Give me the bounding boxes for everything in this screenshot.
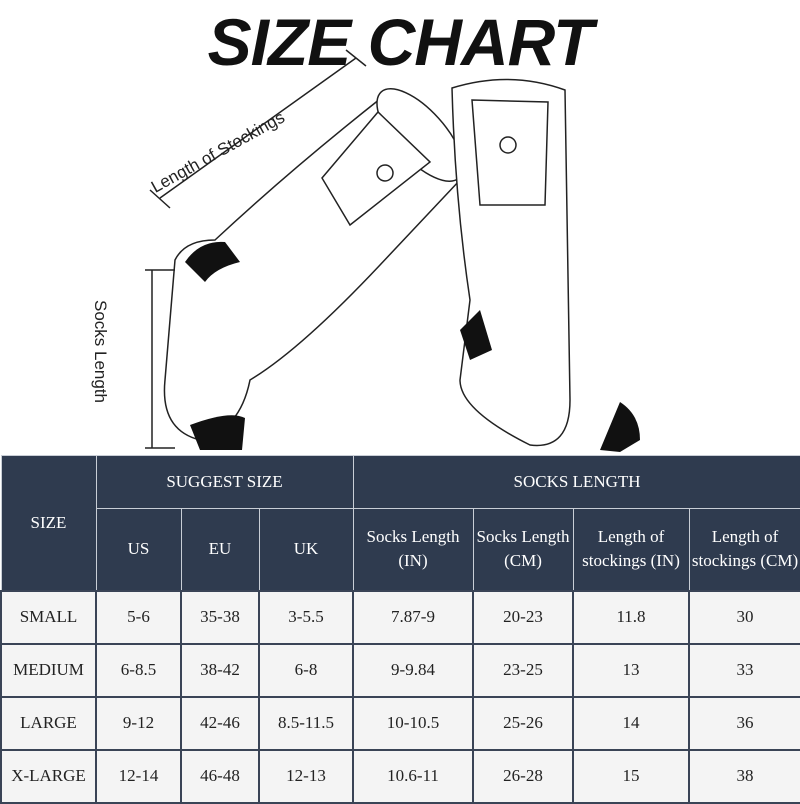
table-cell: 26-28 [472, 748, 574, 804]
column-header: Length of stockings (IN) [572, 508, 690, 591]
size-cell: MEDIUM [0, 642, 97, 698]
table-cell: 8.5-11.5 [258, 695, 354, 751]
size-header: SIZE [0, 455, 97, 591]
table-cell: 7.87-9 [352, 589, 474, 645]
table-cell: 23-25 [472, 642, 574, 698]
column-header: Socks Length (CM) [472, 508, 574, 591]
table-cell: 38 [687, 748, 800, 804]
column-header: EU [180, 508, 260, 591]
table-cell: 10.6-11 [352, 748, 474, 804]
column-header: UK [258, 508, 354, 591]
suggest-size-header: SUGGEST SIZE [95, 455, 354, 509]
table-row: MEDIUM 6-8.5 38-42 6-8 9-9.84 23-25 13 33 [0, 642, 800, 698]
table-cell: 3-5.5 [258, 589, 354, 645]
table-cell: 11.8 [572, 589, 690, 645]
column-header: US [95, 508, 182, 591]
table-cell: 13 [572, 642, 690, 698]
table-cell: 36 [687, 695, 800, 751]
table-cell: 12-13 [258, 748, 354, 804]
table-cell: 25-26 [472, 695, 574, 751]
table-cell: 9-9.84 [352, 642, 474, 698]
table-cell: 6-8.5 [95, 642, 182, 698]
size-cell: X-LARGE [0, 748, 97, 804]
table-cell: 20-23 [472, 589, 574, 645]
column-header: Length of stockings (CM) [688, 508, 800, 591]
table-row: X-LARGE 12-14 46-48 12-13 10.6-11 26-28 15 38 [0, 748, 800, 804]
column-header: Socks Length (IN) [352, 508, 474, 591]
table-cell: 10-10.5 [352, 695, 474, 751]
socks-length-header: SOCKS LENGTH [352, 455, 800, 509]
table-cell: 42-46 [180, 695, 260, 751]
table-cell: 14 [572, 695, 690, 751]
table-cell: 12-14 [95, 748, 182, 804]
socks-length-label: Socks Length [91, 300, 110, 404]
table-cell: 46-48 [180, 748, 260, 804]
socks-illustration [145, 49, 640, 452]
table-cell: 5-6 [95, 589, 182, 645]
table-row: LARGE 9-12 42-46 8.5-11.5 10-10.5 25-26 14 36 [0, 695, 800, 751]
size-cell: SMALL [0, 589, 97, 645]
table-cell: 9-12 [95, 695, 182, 751]
table-row: SMALL 5-6 35-38 3-5.5 7.87-9 20-23 11.8 30 [0, 589, 800, 645]
table-cell: 6-8 [258, 642, 354, 698]
size-table: SIZE SUGGEST SIZE SOCKS LENGTH US EU UK Soc… [0, 455, 800, 804]
table-cell: 35-38 [180, 589, 260, 645]
table-cell: 30 [687, 589, 800, 645]
size-cell: LARGE [0, 695, 97, 751]
table-cell: 15 [572, 748, 690, 804]
table-cell: 38-42 [180, 642, 260, 698]
table-cell: 33 [687, 642, 800, 698]
page-title: SIZE CHART [207, 5, 594, 79]
